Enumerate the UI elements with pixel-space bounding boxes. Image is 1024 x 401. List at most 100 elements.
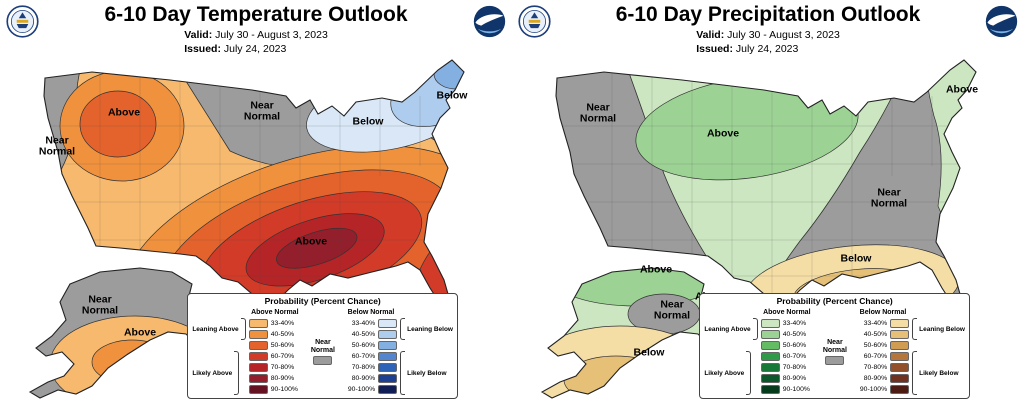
legend-near-normal: Near Normal	[816, 339, 854, 366]
legend-row: 70-80%	[857, 362, 910, 373]
legend-row: 33-40%	[857, 318, 910, 329]
near-normal-label: Near Normal	[310, 339, 335, 354]
legend-above-column: Above Normal 33-40% 40-50% 50-60% 60-70%…	[760, 307, 813, 395]
legend-swatch	[378, 352, 398, 361]
bracket	[912, 351, 918, 395]
legend-swatch	[890, 374, 910, 383]
legend-row: 90-100%	[857, 384, 910, 395]
leaning-below-label: Leaning Below	[407, 325, 453, 333]
legend-below-brackets: Leaning Below Likely Below	[912, 307, 965, 395]
precipitation-map-svg	[540, 59, 977, 399]
legend-row: 90-100%	[760, 384, 813, 395]
legend-row: 50-60%	[857, 340, 910, 351]
legend-swatch	[760, 363, 780, 372]
above-normal-header: Above Normal	[251, 309, 299, 316]
legend-below-column: Below Normal 33-40% 40-50% 50-60% 60-70%…	[345, 307, 398, 395]
legend-swatch	[378, 385, 398, 394]
legend-above-column: Above Normal 33-40% 40-50% 50-60% 60-70%…	[248, 307, 301, 395]
noaa-logo-icon	[985, 5, 1018, 38]
legend-row: 33-40%	[248, 318, 301, 329]
legend-title: Probability (Percent Chance)	[776, 296, 893, 306]
legend-swatch	[890, 341, 910, 350]
legend-swatch	[248, 385, 268, 394]
legend-swatch	[248, 341, 268, 350]
legend-above-brackets: Leaning Above Likely Above	[704, 307, 758, 395]
legend-swatch	[890, 385, 910, 394]
valid-label: Valid:	[696, 29, 725, 41]
legend-swatch	[248, 319, 268, 328]
legend-swatch	[760, 352, 780, 361]
page-title: 6-10 Day Precipitation Outlook	[615, 3, 921, 26]
bracket	[400, 318, 406, 340]
legend-row: 50-60%	[345, 340, 398, 351]
legend-row: 60-70%	[248, 351, 301, 362]
precipitation-header: 6-10 Day Precipitation Outlook Valid: Ju…	[512, 0, 1024, 57]
legend-above-brackets: Leaning Above Likely Above	[192, 307, 246, 395]
near-normal-label: Near Normal	[822, 339, 847, 354]
issued-label: Issued:	[184, 42, 221, 55]
legend-swatch	[760, 319, 780, 328]
legend-row: 60-70%	[760, 351, 813, 362]
legend-row: 40-50%	[760, 329, 813, 340]
legend-row: 33-40%	[345, 318, 398, 329]
legend-swatch	[760, 341, 780, 350]
valid-issued-block: Valid: July 30 - August 3, 2023 Issued: …	[184, 29, 328, 56]
legend-row: 70-80%	[345, 362, 398, 373]
legend-row: 90-100%	[345, 384, 398, 395]
above-normal-header: Above Normal	[763, 309, 811, 316]
legend-row: 40-50%	[345, 329, 398, 340]
legend-title: Probability (Percent Chance)	[264, 296, 381, 306]
valid-label: Valid:	[184, 29, 213, 41]
below-normal-header: Below Normal	[859, 309, 907, 316]
likely-below-label: Likely Below	[919, 369, 959, 377]
legend-swatch	[378, 363, 398, 372]
leaning-above-label: Leaning Above	[704, 325, 751, 333]
legend-row: 40-50%	[857, 329, 910, 340]
near-normal-swatch	[825, 356, 845, 366]
legend-swatch	[760, 330, 780, 339]
state-borders	[46, 70, 450, 312]
commerce-seal-icon	[518, 5, 551, 38]
likely-above-label: Likely Above	[192, 369, 233, 377]
legend-swatch	[248, 374, 268, 383]
issued-value: July 24, 2023	[223, 42, 287, 55]
legend-row: 50-60%	[760, 340, 813, 351]
leaning-above-label: Leaning Above	[192, 325, 239, 333]
bracket	[912, 318, 918, 340]
legend-swatch	[890, 363, 910, 372]
legend-swatch	[378, 319, 398, 328]
legend-below-brackets: Leaning Below Likely Below	[400, 307, 453, 395]
legend-row: 80-90%	[760, 373, 813, 384]
legend-row: 90-100%	[248, 384, 301, 395]
legend-swatch	[890, 330, 910, 339]
legend-row: 50-60%	[248, 340, 301, 351]
legend-swatch	[760, 385, 780, 394]
legend-swatch	[378, 374, 398, 383]
legend-row: 80-90%	[248, 373, 301, 384]
alaska-above-40-50	[551, 268, 723, 307]
noaa-logo-icon	[473, 5, 506, 38]
legend-swatch	[378, 330, 398, 339]
legend-swatch	[760, 374, 780, 383]
alaska-above-40-50	[91, 339, 173, 385]
legend-row: 80-90%	[345, 373, 398, 384]
legend-below-column: Below Normal 33-40% 40-50% 50-60% 60-70%…	[857, 307, 910, 395]
legend-row: 40-50%	[248, 329, 301, 340]
commerce-seal-icon	[6, 5, 39, 38]
temperature-outlook-panel: 6-10 Day Temperature Outlook Valid: July…	[6, 3, 506, 399]
legend-swatch	[890, 319, 910, 328]
legend-swatch	[248, 352, 268, 361]
legend-swatch	[248, 330, 268, 339]
legend-row: 60-70%	[345, 351, 398, 362]
valid-issued-block: Valid: July 30 - August 3, 2023 Issued: …	[696, 29, 840, 56]
legend-near-normal: Near Normal	[304, 339, 342, 366]
legend-swatch	[890, 352, 910, 361]
bracket	[752, 318, 758, 340]
bracket	[240, 318, 246, 340]
legend-row: 70-80%	[760, 362, 813, 373]
bracket	[746, 351, 752, 395]
below-normal-header: Below Normal	[347, 309, 395, 316]
likely-below-label: Likely Below	[407, 369, 447, 377]
legend-swatch	[378, 341, 398, 350]
